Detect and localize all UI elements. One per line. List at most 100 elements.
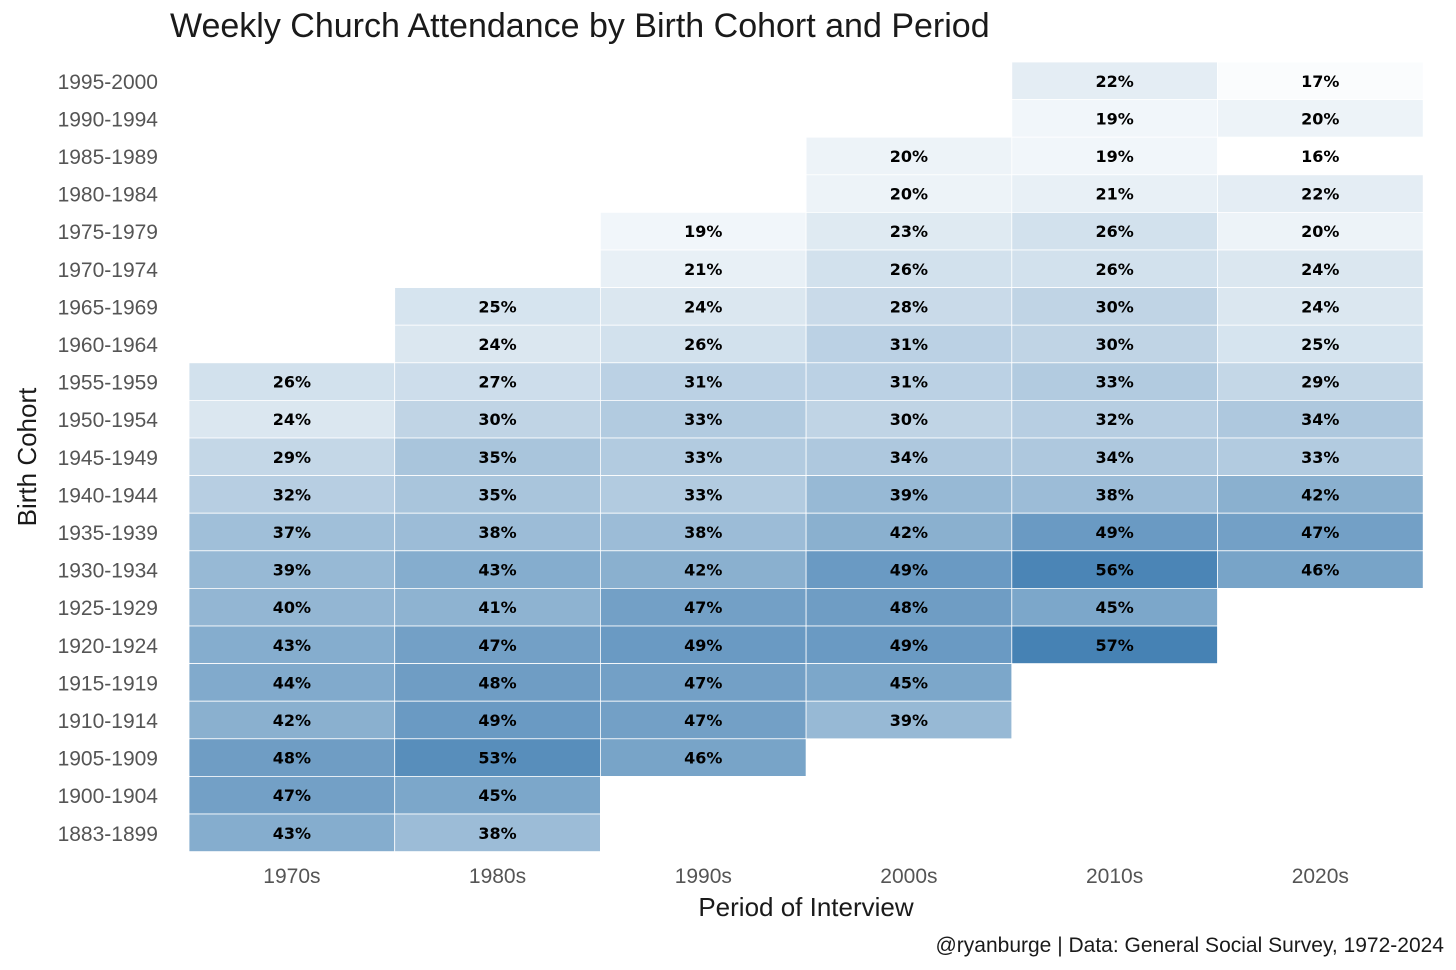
- heatmap-cell-1985-1989-2000s: [805, 136, 1013, 176]
- cell-label-1955-1959-1970s: 26%: [273, 373, 311, 392]
- cell-label-1955-1959-2010s: 33%: [1095, 373, 1133, 392]
- y-tick-1975-1979: 1975-1979: [58, 221, 158, 244]
- heatmap-cell-1930-1934-1990s: [600, 550, 807, 589]
- y-tick-1940-1944: 1940-1944: [58, 484, 159, 507]
- heatmap-cell-1915-1919-1980s: [394, 663, 601, 702]
- cell-label-1915-1919-2000s: 45%: [890, 673, 928, 692]
- cell-label-1920-1924-1970s: 43%: [273, 636, 311, 655]
- cell-label-1905-1909-1980s: 53%: [478, 749, 516, 768]
- cell-label-1950-1954-1990s: 33%: [684, 410, 722, 429]
- heatmap-cell-1915-1919-1970s: [188, 663, 396, 702]
- heatmap-cell-1965-1969-2010s: [1011, 287, 1218, 326]
- cell-label-1980-1984-2010s: 21%: [1095, 185, 1133, 204]
- cell-label-1935-1939-1980s: 38%: [478, 523, 516, 542]
- y-tick-1945-1949: 1945-1949: [58, 447, 158, 470]
- cell-label-1985-1989-2020s: 16%: [1301, 147, 1339, 166]
- heatmap-cell-1905-1909-1990s: [600, 738, 807, 777]
- cell-label-1950-1954-2000s: 30%: [890, 410, 928, 429]
- cell-label-1940-1944-1970s: 32%: [273, 485, 311, 504]
- chart-caption: @ryanburge | Data: General Social Survey…: [935, 934, 1444, 957]
- heatmap-cell-1920-1924-2000s: [805, 625, 1013, 664]
- heatmap-cell-1980-1984-2020s: [1217, 174, 1424, 213]
- heatmap-cell-1920-1924-2010s: [1011, 625, 1218, 664]
- x-tick-1990s: 1990s: [675, 865, 732, 888]
- heatmap-cell-1940-1944-1990s: [600, 475, 807, 514]
- y-tick-1930-1934: 1930-1934: [58, 560, 159, 583]
- cell-label-1935-1939-1990s: 38%: [684, 523, 722, 542]
- cell-label-1935-1939-2010s: 49%: [1095, 523, 1133, 542]
- cell-label-1980-1984-2000s: 20%: [890, 185, 928, 204]
- cell-label-1970-1974-2010s: 26%: [1095, 260, 1133, 279]
- cell-label-1975-1979-2010s: 26%: [1095, 222, 1133, 241]
- heatmap-cell-1970-1974-2010s: [1011, 249, 1218, 288]
- cell-label-1920-1924-2010s: 57%: [1095, 636, 1133, 655]
- y-axis-ticks: 1995-2000 1990-1994 1985-1989 1980-1984 1975…: [58, 71, 159, 846]
- heatmap-cell-1940-1944-1970s: [188, 475, 396, 514]
- heatmap-cell-1990-1994-2010s: [1011, 99, 1218, 138]
- cell-label-1995-2000-2020s: 17%: [1301, 72, 1339, 91]
- y-tick-1995-2000: 1995-2000: [58, 71, 158, 94]
- y-tick-1925-1929: 1925-1929: [58, 597, 158, 620]
- cell-label-1960-1964-2000s: 31%: [890, 335, 928, 354]
- cell-label-1985-1989-2010s: 19%: [1095, 147, 1133, 166]
- x-axis-ticks: 1970s 1980s 1990s 2000s 2010s 2020s: [263, 865, 1349, 888]
- heatmap-cell-1940-1944-2020s: [1217, 475, 1424, 514]
- y-tick-1910-1914: 1910-1914: [58, 710, 159, 733]
- cell-label-1920-1924-2000s: 49%: [890, 636, 928, 655]
- cell-label-1960-1964-2010s: 30%: [1095, 335, 1133, 354]
- cell-label-1975-1979-2020s: 20%: [1301, 222, 1339, 241]
- heatmap-cell-1910-1914-2000s: [805, 700, 1013, 740]
- heatmap-cell-1945-1949-1980s: [394, 437, 601, 476]
- x-tick-2000s: 2000s: [880, 865, 937, 888]
- heatmap-cell-1980-1984-2000s: [805, 174, 1013, 213]
- cell-label-1930-1934-2000s: 49%: [890, 561, 928, 580]
- cell-label-1920-1924-1980s: 47%: [478, 636, 516, 655]
- heatmap-cell-1935-1939-1980s: [394, 512, 601, 552]
- cell-label-1900-1904-1970s: 47%: [273, 786, 311, 805]
- heatmap-cell-1950-1954-2020s: [1217, 399, 1424, 439]
- heatmap-cell-1945-1949-1990s: [600, 437, 807, 476]
- heatmap-cell-1920-1924-1990s: [600, 625, 807, 664]
- cell-label-1930-1934-2010s: 56%: [1095, 561, 1133, 580]
- heatmap-cell-1935-1939-2000s: [805, 512, 1013, 552]
- cell-label-1965-1969-2020s: 24%: [1301, 297, 1339, 316]
- cell-label-1925-1929-2000s: 48%: [890, 598, 928, 617]
- cell-label-1945-1949-2000s: 34%: [890, 448, 928, 467]
- cell-label-1955-1959-2020s: 29%: [1301, 373, 1339, 392]
- cell-label-1935-1939-1970s: 37%: [273, 523, 311, 542]
- y-tick-1965-1969: 1965-1969: [58, 296, 158, 319]
- heatmap-cell-1920-1924-1970s: [188, 625, 396, 664]
- heatmap-cell-1965-1969-1980s: [394, 287, 601, 326]
- heatmap-cell-1930-1934-2020s: [1217, 550, 1424, 589]
- heatmap-cell-1945-1949-2010s: [1011, 437, 1218, 476]
- heatmap-cell-1940-1944-2010s: [1011, 475, 1218, 514]
- heatmap-cell-1970-1974-2020s: [1217, 249, 1424, 288]
- y-tick-1950-1954: 1950-1954: [58, 409, 159, 432]
- cell-label-1945-1949-1990s: 33%: [684, 448, 722, 467]
- y-tick-1955-1959: 1955-1959: [58, 372, 158, 395]
- heatmap-cell-1970-1974-2000s: [805, 249, 1013, 288]
- heatmap-cell-1925-1929-2010s: [1011, 588, 1218, 627]
- cell-label-1945-1949-1970s: 29%: [273, 448, 311, 467]
- y-tick-1900-1904: 1900-1904: [58, 785, 159, 808]
- cell-label-1950-1954-2020s: 34%: [1301, 410, 1339, 429]
- cell-label-1950-1954-1980s: 30%: [478, 410, 516, 429]
- heatmap-cell-1975-1979-2010s: [1011, 211, 1218, 251]
- cell-label-1910-1914-2000s: 39%: [890, 711, 928, 730]
- cell-label-1990-1994-2010s: 19%: [1095, 109, 1133, 128]
- heatmap-cells: 22% 17% 19% 20% 20% 19% 16% 20% 21% 22% 19% 23% 26% 2…: [188, 61, 1424, 852]
- heatmap-cell-1883-1899-1970s: [188, 813, 396, 852]
- heatmap-cell-1975-1979-2020s: [1217, 211, 1424, 251]
- heatmap-cell-1900-1904-1980s: [394, 776, 601, 815]
- cell-label-1950-1954-2010s: 32%: [1095, 410, 1133, 429]
- cell-label-1990-1994-2020s: 20%: [1301, 109, 1339, 128]
- y-tick-1985-1989: 1985-1989: [58, 146, 158, 169]
- cell-label-1920-1924-1990s: 49%: [684, 636, 722, 655]
- y-tick-1990-1994: 1990-1994: [58, 108, 159, 131]
- cell-label-1883-1899-1970s: 43%: [273, 824, 311, 843]
- heatmap-cell-1995-2000-2010s: [1011, 61, 1218, 100]
- heatmap-cell-1960-1964-2020s: [1217, 324, 1424, 364]
- y-tick-1980-1984: 1980-1984: [58, 184, 159, 207]
- cell-label-1960-1964-2020s: 25%: [1301, 335, 1339, 354]
- cell-label-1940-1944-2020s: 42%: [1301, 485, 1339, 504]
